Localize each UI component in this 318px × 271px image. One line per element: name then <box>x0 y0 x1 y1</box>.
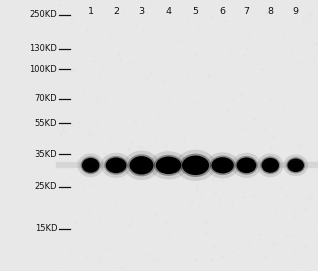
Text: 250KD: 250KD <box>30 10 57 20</box>
Ellipse shape <box>110 161 122 170</box>
Ellipse shape <box>106 157 127 173</box>
Text: 70KD: 70KD <box>35 94 57 104</box>
Ellipse shape <box>130 156 154 175</box>
Text: 8: 8 <box>267 7 273 16</box>
Text: 5: 5 <box>193 7 198 16</box>
Text: 1: 1 <box>88 7 93 16</box>
Text: 35KD: 35KD <box>35 150 57 159</box>
Ellipse shape <box>124 151 159 180</box>
Ellipse shape <box>283 154 308 176</box>
Ellipse shape <box>287 159 304 172</box>
Text: 100KD: 100KD <box>30 64 57 74</box>
Ellipse shape <box>134 160 149 170</box>
Ellipse shape <box>235 156 258 175</box>
Ellipse shape <box>237 157 256 173</box>
Text: 55KD: 55KD <box>35 119 57 128</box>
Ellipse shape <box>78 153 104 177</box>
Ellipse shape <box>260 156 280 174</box>
Ellipse shape <box>100 153 132 178</box>
Ellipse shape <box>262 158 279 173</box>
Ellipse shape <box>104 156 128 175</box>
Text: 6: 6 <box>220 7 225 16</box>
Text: 7: 7 <box>244 7 249 16</box>
Ellipse shape <box>85 161 96 169</box>
Ellipse shape <box>161 160 176 170</box>
Ellipse shape <box>265 161 276 169</box>
Ellipse shape <box>240 161 252 170</box>
Ellipse shape <box>232 153 261 178</box>
Text: 15KD: 15KD <box>35 224 57 234</box>
Ellipse shape <box>188 160 204 171</box>
Text: 130KD: 130KD <box>29 44 57 53</box>
Ellipse shape <box>291 162 301 169</box>
Ellipse shape <box>149 151 188 179</box>
Text: 4: 4 <box>166 7 171 16</box>
Ellipse shape <box>128 154 155 176</box>
Ellipse shape <box>206 152 239 178</box>
Ellipse shape <box>286 157 305 173</box>
Ellipse shape <box>210 156 235 175</box>
Text: 3: 3 <box>138 7 145 16</box>
Ellipse shape <box>180 154 211 177</box>
Ellipse shape <box>175 150 216 181</box>
Ellipse shape <box>154 155 183 176</box>
Ellipse shape <box>182 156 209 175</box>
Text: 2: 2 <box>113 7 119 16</box>
Ellipse shape <box>80 156 101 174</box>
Ellipse shape <box>211 157 234 173</box>
Ellipse shape <box>257 153 283 177</box>
Text: 25KD: 25KD <box>35 182 57 192</box>
Ellipse shape <box>82 158 99 173</box>
Ellipse shape <box>156 157 181 174</box>
Text: 9: 9 <box>293 7 299 16</box>
Ellipse shape <box>216 161 229 170</box>
